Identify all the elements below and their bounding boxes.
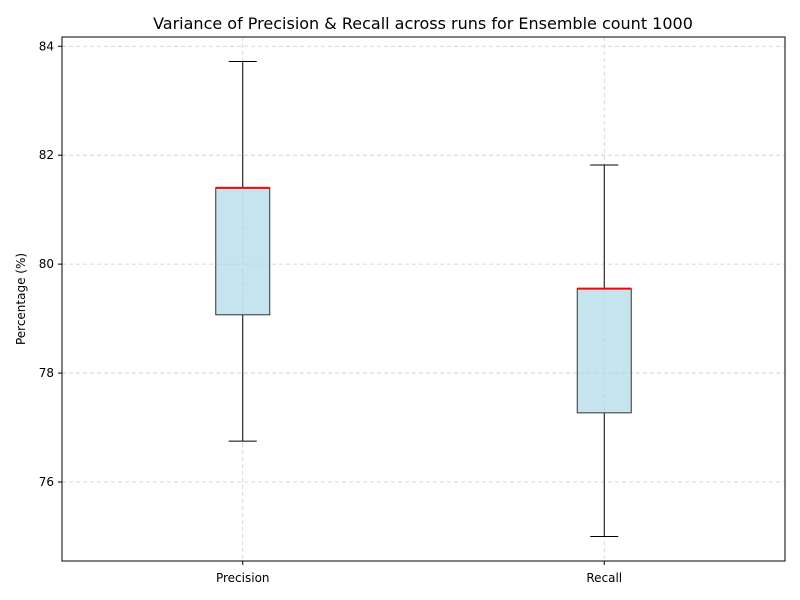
- iqr-box: [576, 288, 632, 414]
- box-precision: [215, 61, 271, 442]
- box-recall: [576, 164, 632, 537]
- y-tick-label: 82: [39, 148, 54, 162]
- y-tick-label: 78: [39, 366, 54, 380]
- iqr-box: [215, 187, 271, 316]
- y-tick-label: 80: [39, 257, 54, 271]
- tick-layer: 76 78 80 82 84 Precision Recall: [39, 39, 622, 585]
- x-tick-label: Precision: [216, 571, 270, 585]
- plot-frame: [61, 36, 786, 562]
- grid-layer: [62, 37, 785, 561]
- y-tick-label: 76: [39, 475, 54, 489]
- y-tick-label: 84: [39, 39, 54, 53]
- box-layer: [215, 61, 632, 537]
- chart-title: Variance of Precision & Recall across ru…: [153, 14, 693, 33]
- x-tick-label: Recall: [586, 571, 622, 585]
- y-axis-label: Percentage (%): [14, 253, 28, 345]
